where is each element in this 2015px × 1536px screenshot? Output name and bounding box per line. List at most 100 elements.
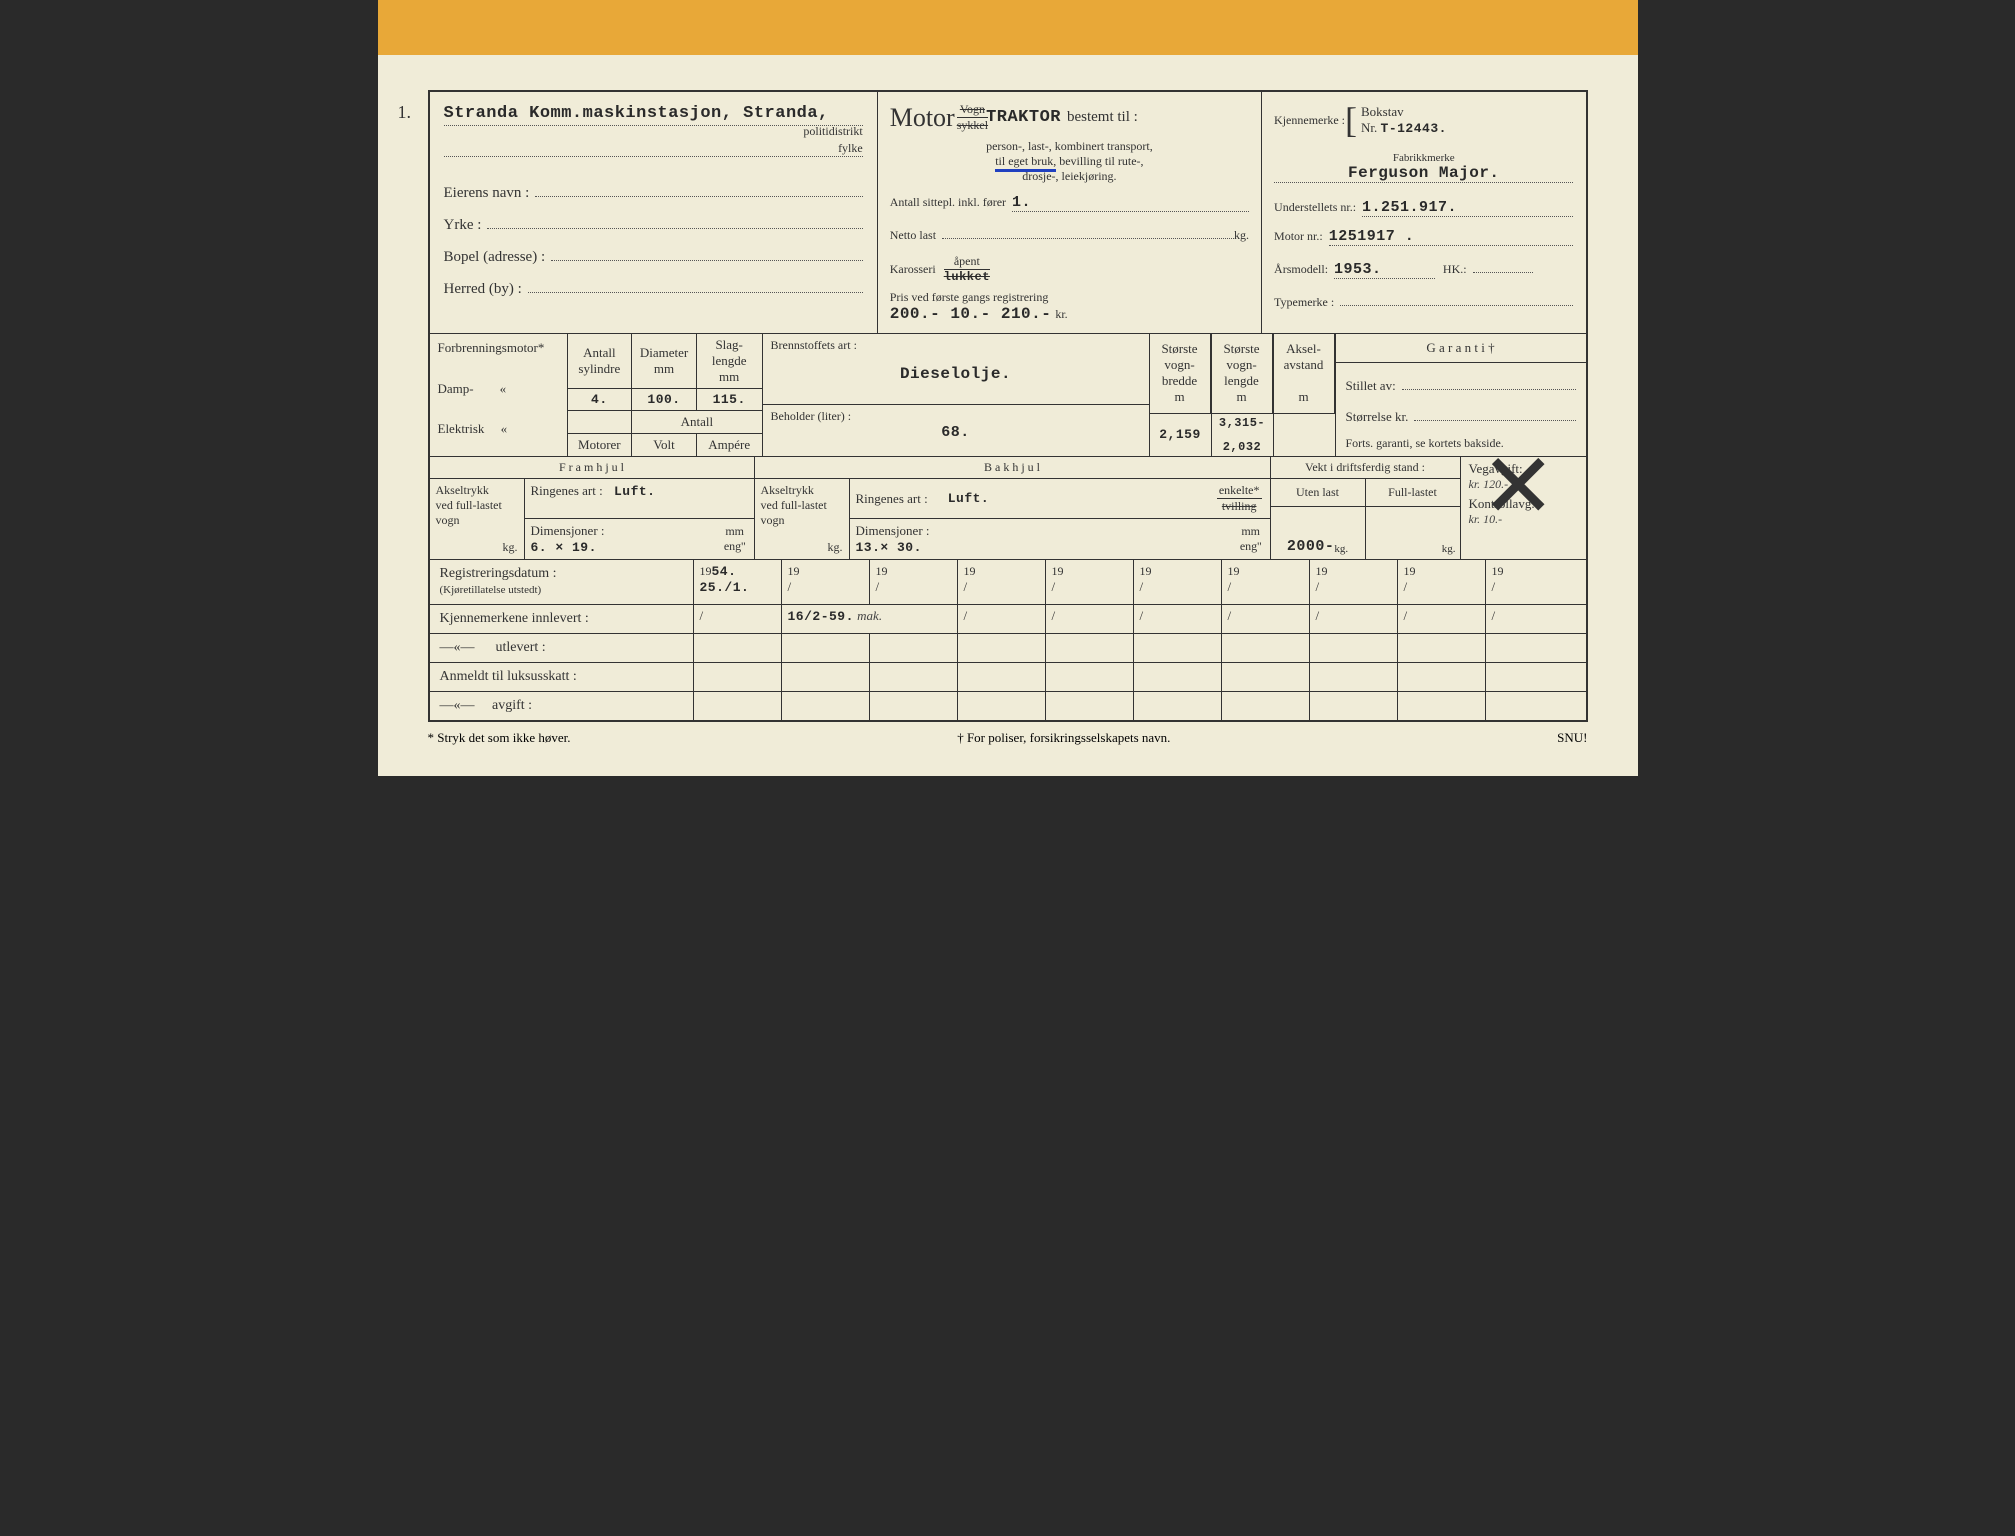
purpose-line2: til eget bruk, bevilling til rute-, [890,154,1249,169]
registration-card: 1. Stranda Komm.maskinstasjon, Stranda, … [428,90,1588,722]
bestemt-label: bestemt til : [1067,109,1138,126]
motornr-value: 1251917 . [1329,228,1574,246]
luksus-label: Anmeldt til luksusskatt : [430,663,694,691]
footnote-left: * Stryk det som ikke høver. [428,730,571,746]
bopel-label: Bopel (adresse) : [444,249,546,266]
traktor-stamp: TRAKTOR [986,108,1061,127]
vehicle-id-block: Kjennemerke : [ Bokstav Nr. T-12443. Fab… [1262,92,1585,333]
front-dim-value: 6. × 19. [531,540,597,555]
utlevert-label: —«— utlevert : [430,634,694,662]
forts-label: Forts. garanti, se kortets bakside. [1346,436,1576,451]
sittepl-value: 1. [1012,194,1249,212]
understell-value: 1.251.917. [1362,199,1573,217]
dia-value: 100. [632,389,697,410]
understell-label: Understellets nr.: [1274,200,1356,215]
herred-value [528,277,863,293]
owner-name-line: Stranda Komm.maskinstasjon, Stranda, [444,104,863,123]
beholder-label: Beholder (liter) : [771,409,1141,424]
kontroll-value: kr. 10.- [1469,512,1578,527]
fabrikk-value: Ferguson Major. [1274,164,1573,183]
fabrikk-label: Fabrikkmerke [1274,152,1573,164]
uten-last-value: 2000- [1287,538,1335,555]
kjennemerke-row: Kjennemerke : [ Bokstav Nr. T-12443. [1274,102,1573,138]
purpose-line1: person-, last-, kombinert transport, [890,139,1249,154]
syl-header: Antall sylindre [568,334,633,388]
beholder-value: 68. [771,424,1141,441]
sittepl-label: Antall sittepl. inkl. fører [890,195,1006,210]
netto-label: Netto last [890,228,936,243]
stillet-label: Stillet av: [1346,378,1396,394]
wheels-section: F r a m h j u l Akseltrykk ved full-last… [430,457,1586,560]
syl-value: 4. [568,389,633,410]
karosseri-label: Karosseri [890,262,936,277]
storrelse-label: Størrelse kr. [1346,409,1409,425]
vegavgift-label: Vegavgift: [1469,461,1578,477]
slag-value: 115. [697,389,762,410]
fylke-label: fylke [838,141,863,156]
eier-label: Eierens navn : [444,185,530,202]
pris-value: 200.- 10.- 210.- [890,305,1052,323]
politidistrikt-label: politidistrikt [444,124,863,139]
lengde-header: Største vogn- lengde m [1212,334,1273,414]
yrke-value [487,213,862,229]
front-ring-label: Ringenes art : [531,483,603,498]
footnote-mid: † For poliser, forsikringsselskapets nav… [957,730,1170,746]
hk-label: HK.: [1443,262,1467,277]
motor-title: Motor [890,103,955,133]
vegavgift-value: kr. 120.- [1469,477,1578,492]
front-ring-value: Luft. [614,484,656,499]
footnote-right: SNU! [1557,730,1587,746]
top-section: 1. Stranda Komm.maskinstasjon, Stranda, … [430,92,1586,334]
motorer-label: Motorer [568,434,633,456]
front-dim-label: Dimensjoner : [531,523,605,538]
footnotes: * Stryk det som ikke høver. † For polise… [378,722,1638,746]
bredde-value: 2,159 [1150,414,1211,456]
bredde-header: Største vogn- bredde m [1150,334,1211,414]
bopel-value [551,245,863,261]
volt-label: Volt [632,434,697,456]
front-aksel-label: Akseltrykk ved full-lastet vogn [436,483,518,528]
framhjul-title: F r a m h j u l [430,457,754,479]
yrke-label: Yrke : [444,217,482,234]
registration-dates: Registreringsdatum : (Kjøretillatelse ut… [430,560,1586,720]
document-page: 1. Stranda Komm.maskinstasjon, Stranda, … [378,0,1638,776]
vekt-title: Vekt i driftsferdig stand : [1271,457,1460,479]
enkelte-tvilling: enkelte* tvilling [1217,483,1262,514]
typemerke-value [1340,290,1573,306]
card-index: 1. [398,102,412,123]
garanti-title: G a r a n t i † [1336,334,1586,363]
pris-label: Pris ved første gangs registrering [890,290,1249,305]
aksel-header: Aksel- avstand m [1274,334,1335,414]
reg-datum-label: Registreringsdatum : (Kjøretillatelse ut… [430,560,694,604]
elektrisk-label: Elektrisk « [430,415,567,456]
arsmodell-value: 1953. [1334,261,1435,279]
ampere-label: Ampére [697,434,762,456]
forbr-label: Forbrenningsmotor* [430,334,567,375]
kontroll-label: Kontrollavg. : [1469,496,1578,512]
reg-date-1: 1954. 25./1. [694,560,782,604]
netto-value [942,223,1234,239]
rear-aksel-label: Akseltrykk ved full-lastet vogn [761,483,843,528]
herred-label: Herred (by) : [444,281,522,298]
dia-header: Diameter mm [632,334,697,388]
uten-last-label: Uten last [1271,479,1365,507]
karosseri-fraction: åpent lukket [944,254,990,284]
motor-block: Motor Vogn sykkel TRAKTOR bestemt til : … [878,92,1262,333]
brennstoff-label: Brennstoffets art : [771,338,1141,353]
rear-dim-value: 13.× 30. [856,540,922,555]
aksel-value [1274,414,1335,456]
avgift-label: —«— avgift : [430,692,694,720]
owner-block: 1. Stranda Komm.maskinstasjon, Stranda, … [430,92,878,333]
brennstoff-value: Dieselolje. [771,365,1141,383]
hk-value [1473,257,1534,273]
rear-ring-value: Luft. [948,491,1215,506]
fees-block: ✕ Vegavgift: kr. 120.- Kontrollavg. : kr… [1461,457,1586,559]
kjenn-innlevert-label: Kjennemerkene innlevert : [430,605,694,633]
arsmodell-label: Årsmodell: [1274,262,1328,277]
slag-header: Slag- lengde mm [697,334,762,388]
full-lastet-label: Full-lastet [1366,479,1460,507]
purpose-line3: drosje-, leiekjøring. [890,169,1249,184]
motornr-label: Motor nr.: [1274,229,1323,244]
lengde-value: 3,315- 2,032 [1212,414,1273,456]
vogn-sykkel-fraction: Vogn sykkel [957,102,988,133]
